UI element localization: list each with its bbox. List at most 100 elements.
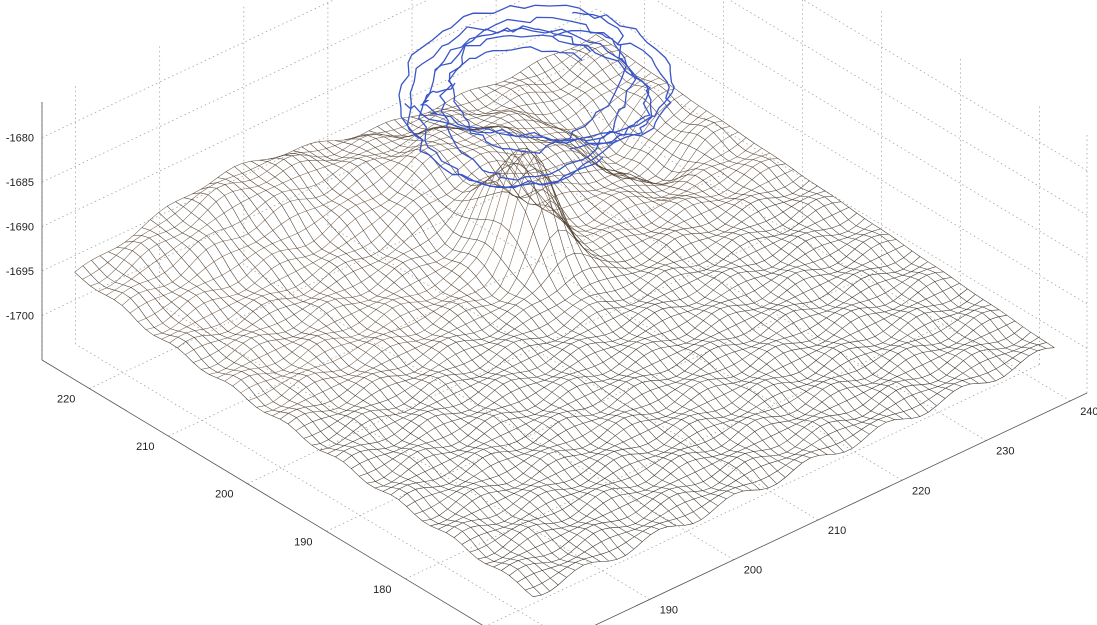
z-tick-label: -1700 bbox=[6, 311, 34, 323]
mesh-line-y bbox=[495, 84, 954, 392]
mesh-line-y bbox=[209, 182, 668, 527]
gridline-z bbox=[729, 0, 1088, 216]
mesh-line-y bbox=[166, 205, 626, 556]
x-tick-label: 210 bbox=[136, 441, 154, 453]
mesh-line-y bbox=[259, 159, 719, 507]
mesh-line-y bbox=[82, 265, 542, 596]
gridline-z bbox=[41, 53, 598, 316]
mesh-line-y bbox=[150, 219, 609, 562]
mesh-line-y bbox=[436, 108, 895, 420]
mesh-line-x bbox=[279, 175, 802, 420]
mesh-line-x bbox=[90, 44, 612, 287]
gridline-floor-x bbox=[486, 364, 1040, 625]
mesh-line-y bbox=[326, 140, 786, 478]
mesh-line-y bbox=[242, 162, 702, 520]
surface-mesh bbox=[74, 34, 1055, 597]
mesh-line-y bbox=[545, 57, 1005, 377]
track-segment bbox=[398, 4, 675, 142]
mesh-line-y bbox=[579, 44, 1038, 352]
trajectory-track bbox=[398, 4, 675, 189]
gridline-z bbox=[41, 0, 429, 183]
x-tick-label: 220 bbox=[57, 394, 75, 406]
mesh-line-y bbox=[276, 154, 735, 494]
mesh-line-y bbox=[562, 51, 1021, 363]
mesh-line-y bbox=[108, 251, 567, 578]
mesh-line-y bbox=[511, 76, 971, 385]
mesh-line-y bbox=[318, 141, 778, 485]
mesh-line-x bbox=[208, 126, 731, 375]
mesh-line-y bbox=[595, 34, 1055, 348]
mesh-line-y bbox=[301, 146, 761, 491]
mesh-line-x bbox=[461, 299, 984, 545]
y-tick-label: 190 bbox=[660, 604, 678, 616]
x-tick-label: 200 bbox=[215, 489, 233, 501]
mesh-line-y bbox=[192, 192, 651, 535]
mesh-line-x bbox=[185, 110, 707, 355]
mesh-line-y bbox=[570, 48, 1030, 356]
gridline-z bbox=[596, 8, 1088, 305]
mesh-line-y bbox=[234, 166, 693, 524]
y-tick-label: 200 bbox=[744, 565, 762, 577]
mesh-line-x bbox=[430, 277, 952, 527]
mesh-line-y bbox=[486, 85, 946, 399]
mesh-line-y bbox=[385, 122, 845, 453]
mesh-line-x bbox=[485, 315, 1008, 564]
mesh-line-y bbox=[293, 150, 752, 491]
mesh-line-y bbox=[99, 255, 559, 586]
mesh-line-y bbox=[284, 153, 744, 492]
mesh-line-y bbox=[74, 271, 534, 597]
z-tick-label: -1685 bbox=[6, 177, 34, 189]
track-segment bbox=[419, 27, 651, 144]
mesh-line-y bbox=[410, 116, 870, 435]
mesh-line-y bbox=[158, 212, 618, 560]
mesh-line-y bbox=[200, 186, 660, 530]
mesh-line-y bbox=[225, 171, 685, 526]
mesh-line-y bbox=[452, 97, 912, 419]
mesh-line-y bbox=[360, 134, 820, 456]
mesh-line-x bbox=[137, 77, 660, 323]
mesh-line-y bbox=[503, 81, 962, 387]
gridline-floor-y bbox=[243, 264, 734, 560]
mesh-line-y bbox=[251, 160, 710, 514]
y-tick-label: 240 bbox=[1080, 406, 1097, 418]
mesh-line-y bbox=[520, 71, 979, 384]
gridline-z bbox=[596, 53, 1088, 349]
gridline-floor-x bbox=[405, 316, 961, 580]
mesh-line-x bbox=[121, 67, 644, 306]
mesh-line-y bbox=[183, 197, 643, 542]
gridline-floor-y bbox=[327, 224, 819, 521]
mesh-line-y bbox=[394, 119, 853, 449]
mesh-line-y bbox=[91, 260, 550, 592]
mesh-line-y bbox=[377, 126, 836, 455]
mesh-line-y bbox=[309, 143, 769, 489]
track-segment bbox=[448, 11, 628, 154]
z-tick-label: -1690 bbox=[6, 222, 34, 234]
gridline-floor-x bbox=[326, 268, 882, 532]
mesh-line-y bbox=[402, 117, 862, 442]
mesh-line-y bbox=[368, 130, 828, 455]
tick-labels: 170180190200210220180190200210220230240-… bbox=[6, 133, 1097, 617]
mesh-line-x bbox=[351, 223, 873, 469]
mesh-line-y bbox=[267, 157, 727, 500]
mesh-line-x bbox=[287, 180, 810, 425]
mesh-line-y bbox=[528, 66, 988, 384]
mesh-line-x bbox=[319, 201, 842, 451]
mesh-line-x bbox=[517, 337, 1039, 583]
y-tick-label: 220 bbox=[912, 485, 930, 497]
mesh-line-x bbox=[177, 105, 699, 349]
gridline-z bbox=[41, 0, 523, 227]
mesh-line-y bbox=[141, 227, 601, 562]
y-tick-label: 210 bbox=[828, 525, 846, 537]
z-tick-label: -1680 bbox=[6, 133, 34, 145]
gridline-z bbox=[41, 0, 335, 138]
mesh-line-y bbox=[116, 247, 576, 571]
mesh-line-y bbox=[343, 138, 803, 464]
track-segment bbox=[406, 16, 672, 189]
gridline-z bbox=[41, 8, 598, 272]
mesh-line-y bbox=[444, 103, 904, 420]
gridline-floor-y bbox=[411, 185, 903, 481]
mesh-line-x bbox=[532, 347, 1055, 597]
gridline-floor-y bbox=[75, 343, 543, 625]
gridline-floor-y bbox=[580, 105, 1071, 402]
